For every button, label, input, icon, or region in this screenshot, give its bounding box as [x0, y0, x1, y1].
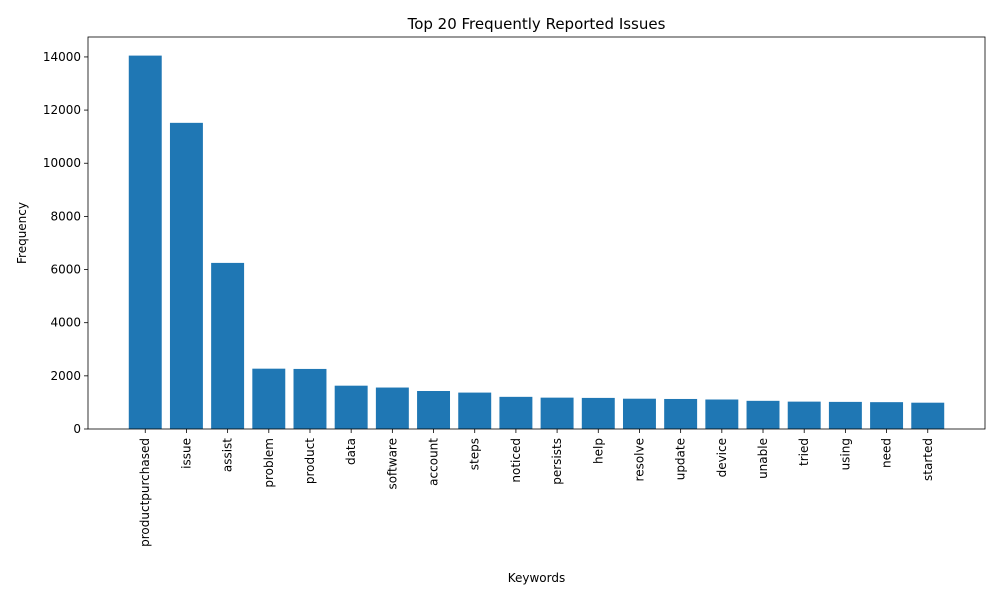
x-tick-label: account — [427, 438, 441, 486]
y-tick-label: 0 — [73, 422, 81, 436]
x-tick-label: using — [838, 438, 852, 470]
y-tick-label: 12000 — [43, 103, 81, 117]
bar-steps — [458, 392, 492, 429]
bar-update — [664, 398, 698, 429]
bar-using — [828, 401, 862, 429]
plot-frame — [87, 36, 986, 430]
bars-layer — [128, 55, 945, 429]
x-tick-label: started — [921, 438, 935, 481]
x-tick-label: problem — [262, 438, 276, 488]
bar-productpurchased — [128, 55, 162, 429]
bar-device — [705, 399, 739, 429]
y-tick-label: 2000 — [50, 369, 81, 383]
y-tick-label: 6000 — [50, 263, 81, 277]
x-tick-label: unable — [756, 438, 770, 479]
x-tick-label: data — [344, 438, 358, 465]
y-tick-label: 8000 — [50, 209, 81, 223]
bar-software — [375, 387, 409, 429]
y-tick-label: 10000 — [43, 156, 81, 170]
bar-persists — [540, 397, 574, 429]
x-axis-ticks: productpurchased issue assist problem produc… — [138, 429, 935, 547]
x-tick-label: steps — [468, 438, 482, 470]
bar-unable — [746, 400, 780, 429]
chart-title: Top 20 Frequently Reported Issues — [407, 15, 666, 33]
y-tick-label: 4000 — [50, 316, 81, 330]
bar-problem — [252, 368, 286, 429]
x-tick-label: assist — [221, 438, 235, 472]
x-tick-label: noticed — [509, 438, 523, 483]
bar-data — [334, 385, 368, 429]
x-tick-label: persists — [550, 438, 564, 485]
x-tick-label: resolve — [632, 438, 646, 481]
x-tick-label: tried — [797, 438, 811, 466]
x-tick-label: need — [880, 438, 894, 468]
x-tick-label: product — [303, 438, 317, 484]
bar-account — [417, 390, 451, 429]
bar-noticed — [499, 396, 533, 429]
bar-product — [293, 368, 327, 429]
bar-issue — [169, 122, 203, 429]
x-tick-label: productpurchased — [138, 438, 152, 547]
bar-help — [581, 397, 615, 429]
bar-assist — [211, 262, 245, 429]
y-axis-title: Frequency — [15, 202, 29, 264]
bar-started — [911, 402, 945, 429]
x-tick-label: device — [715, 438, 729, 477]
bar-need — [870, 402, 904, 429]
x-tick-label: update — [674, 438, 688, 480]
x-tick-label: help — [591, 438, 605, 464]
x-tick-label: issue — [179, 438, 193, 469]
x-axis-title: Keywords — [508, 571, 566, 585]
y-tick-label: 14000 — [43, 50, 81, 64]
y-axis-ticks: 0 2000 4000 6000 8000 10000 12000 14000 — [43, 50, 88, 436]
bar-tried — [787, 401, 821, 429]
bar-resolve — [622, 398, 656, 429]
x-tick-label: software — [385, 438, 399, 490]
